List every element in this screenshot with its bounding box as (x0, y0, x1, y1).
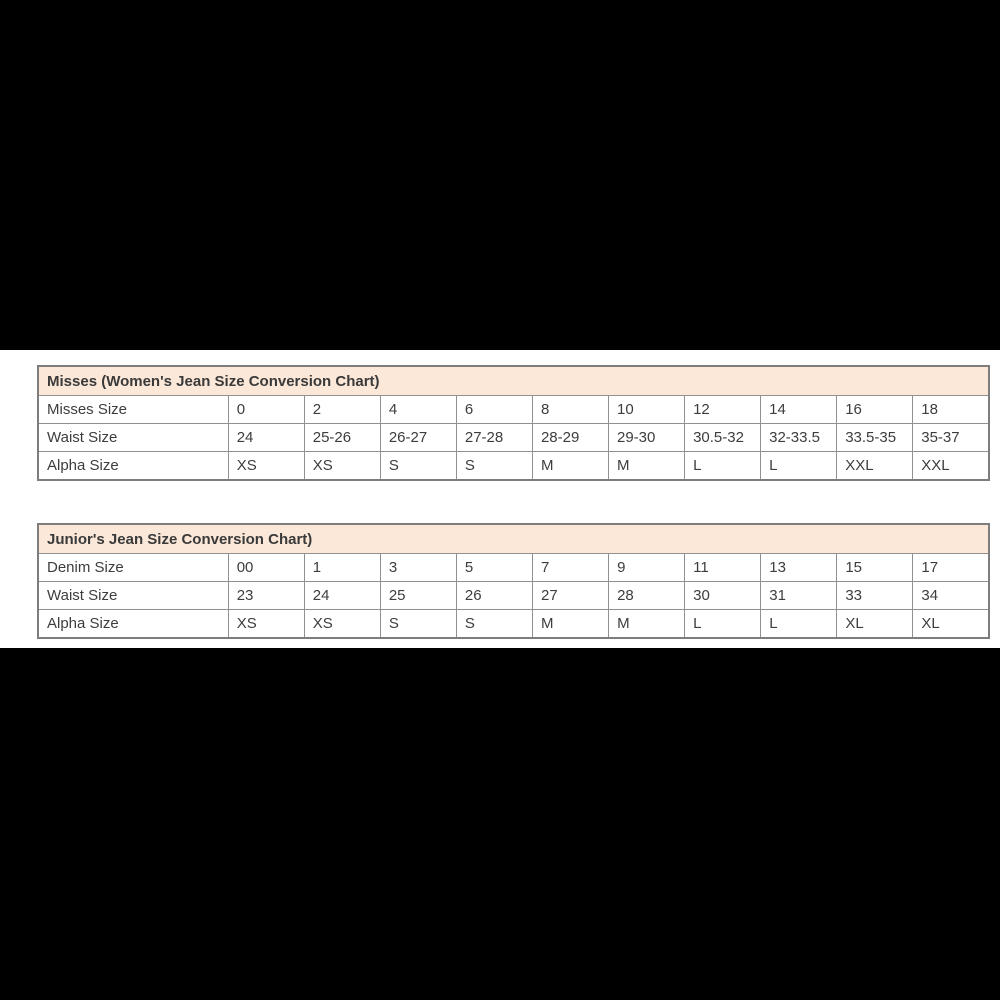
size-cell: 4 (379, 395, 457, 424)
size-cell: 1 (303, 553, 381, 582)
size-cell: 25 (379, 581, 457, 610)
juniors-conversion-table: Junior's Jean Size Conversion Chart) Deni… (37, 523, 990, 639)
size-cell: 29-30 (607, 423, 686, 452)
size-cell: 33.5-35 (836, 423, 914, 452)
size-cell: 0 (227, 395, 305, 424)
size-cell: 16 (836, 395, 914, 424)
row-label: Waist Size (37, 581, 229, 610)
size-cell: 34 (912, 581, 990, 610)
size-cell: L (684, 609, 762, 639)
size-cell: 12 (684, 395, 762, 424)
table-title: Misses (Women's Jean Size Conversion Cha… (37, 365, 990, 396)
size-cell: 30 (684, 581, 762, 610)
size-cell: XL (912, 609, 990, 639)
size-cell: 27-28 (455, 423, 533, 452)
size-cell: 00 (227, 553, 305, 582)
size-cell: 15 (836, 553, 914, 582)
size-cell: 28 (608, 581, 686, 610)
size-cell: 6 (455, 395, 533, 424)
row-label: Misses Size (37, 395, 229, 424)
size-cell: 32-33.5 (760, 423, 838, 452)
table-row: Misses Size 0 2 4 6 8 10 12 14 16 18 (37, 395, 990, 424)
row-label: Denim Size (37, 553, 229, 582)
size-cell: 3 (379, 553, 457, 582)
size-cell: 9 (608, 553, 686, 582)
size-cell: 25-26 (303, 423, 381, 452)
size-cell: 18 (912, 395, 990, 424)
table-row: Denim Size 00 1 3 5 7 9 11 13 15 17 (37, 553, 990, 582)
table-row: Alpha Size XS XS S S M M L L XL XL (37, 609, 990, 639)
size-cell: 26-27 (379, 423, 457, 452)
size-cell: 23 (227, 581, 305, 610)
size-cell: S (455, 451, 533, 481)
size-cell: 26 (455, 581, 534, 610)
size-cell: M (608, 609, 686, 639)
misses-conversion-table: Misses (Women's Jean Size Conversion Cha… (37, 365, 990, 481)
size-cell: S (379, 451, 457, 481)
size-cell: 27 (531, 581, 610, 610)
table-row: Waist Size 23 24 25 26 27 28 30 31 33 34 (37, 581, 990, 610)
size-cell: XXL (912, 451, 990, 481)
size-cell: 5 (455, 553, 534, 582)
size-cell: L (760, 609, 838, 639)
table-title-row: Junior's Jean Size Conversion Chart) (37, 523, 990, 554)
table-row: Alpha Size XS XS S S M M L L XXL XXL (37, 451, 990, 481)
size-cell: XS (227, 451, 305, 481)
size-cell: 8 (531, 395, 610, 424)
size-cell: M (531, 451, 610, 481)
size-cell: XL (836, 609, 914, 639)
size-cell: L (760, 451, 838, 481)
size-cell: XXL (836, 451, 914, 481)
size-cell: 17 (912, 553, 990, 582)
size-cell: M (531, 609, 610, 639)
size-cell: M (607, 451, 686, 481)
letterbox-bottom (0, 648, 1000, 1000)
size-cell: 14 (760, 395, 838, 424)
size-cell: S (379, 609, 457, 639)
size-cell: 31 (760, 581, 838, 610)
size-cell: 24 (303, 581, 381, 610)
letterbox-top (0, 0, 1000, 350)
size-cell: 33 (836, 581, 914, 610)
table-title-row: Misses (Women's Jean Size Conversion Cha… (37, 365, 990, 396)
size-cell: 11 (684, 553, 762, 582)
row-label: Alpha Size (37, 451, 229, 481)
table-row: Waist Size 24 25-26 26-27 27-28 28-29 29-30 30.… (37, 423, 990, 452)
size-cell: 30.5-32 (684, 423, 762, 452)
size-cell: L (684, 451, 762, 481)
size-cell: 35-37 (912, 423, 990, 452)
size-cell: 13 (760, 553, 838, 582)
size-cell: 7 (531, 553, 610, 582)
size-cell: XS (303, 609, 381, 639)
size-cell: 28-29 (531, 423, 610, 452)
row-label: Waist Size (37, 423, 229, 452)
size-cell: 10 (607, 395, 686, 424)
size-chart-panel: Misses (Women's Jean Size Conversion Cha… (0, 350, 1000, 648)
size-cell: 2 (303, 395, 381, 424)
size-cell: XS (227, 609, 305, 639)
size-cell: 24 (227, 423, 305, 452)
row-label: Alpha Size (37, 609, 229, 639)
size-cell: S (455, 609, 534, 639)
size-cell: XS (303, 451, 381, 481)
table-title: Junior's Jean Size Conversion Chart) (37, 523, 990, 554)
